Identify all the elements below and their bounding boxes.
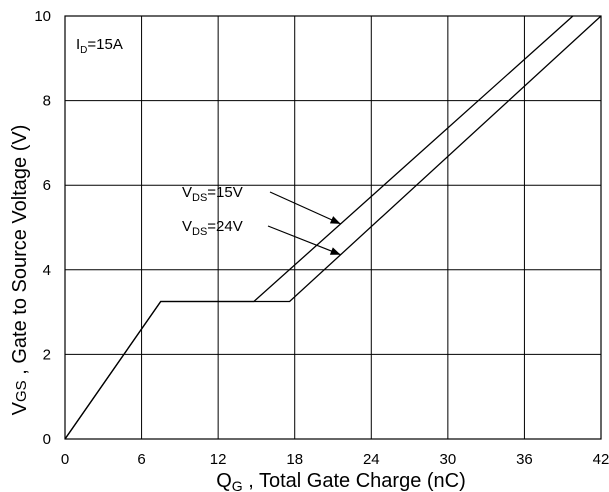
x-tick-labels: 0 6 12 18 24 30 36 42 — [61, 451, 609, 468]
y-tick-label: 0 — [43, 431, 51, 448]
series-lines — [64, 15, 602, 440]
grid-lines — [65, 16, 601, 439]
x-axis-title-rest: , Total Gate Charge (nC) — [243, 470, 466, 492]
x-axis-title-sub: G — [232, 478, 243, 492]
arrow-vds-24v-shaft — [267, 225, 341, 256]
x-axis-title: QG , Total Gate Charge (nC) — [216, 470, 466, 492]
series-line-1 — [64, 15, 602, 440]
arrow-vds-24v-head — [329, 247, 341, 255]
series-15v-main: V — [182, 184, 192, 201]
condition-sub: D — [80, 45, 87, 56]
series-24v-sub: DS — [192, 226, 207, 238]
series-24v-main: V — [182, 218, 192, 235]
plot-frame — [64, 15, 602, 440]
y-axis-title-rest: , Gate to Source Voltage (V) — [9, 125, 31, 381]
x-tick-label: 18 — [286, 451, 303, 468]
series-24v-rest: =24V — [207, 218, 242, 235]
y-axis-title-main: V — [9, 401, 31, 415]
y-tick-label: 8 — [43, 93, 51, 110]
y-axis-title-sub: GS — [13, 380, 30, 402]
x-tick-label: 0 — [61, 451, 69, 468]
y-tick-label: 10 — [34, 8, 51, 25]
series-label-vds-24v: VDS=24V — [182, 218, 243, 238]
y-axis-title: VGS , Gate to Source Voltage (V) — [9, 125, 31, 416]
x-tick-label: 24 — [363, 451, 380, 468]
x-tick-label: 12 — [210, 451, 227, 468]
y-tick-label: 4 — [43, 262, 51, 279]
series-15v-rest: =15V — [207, 184, 242, 201]
condition-main: I — [76, 36, 80, 53]
y-tick-label: 2 — [43, 346, 51, 363]
series-15v-sub: DS — [192, 192, 207, 204]
condition-label: ID=15A — [76, 36, 123, 56]
y-tick-labels: 0 2 4 6 8 10 — [34, 8, 51, 448]
x-tick-label: 36 — [516, 451, 533, 468]
arrow-vds-15v-shaft — [269, 191, 341, 225]
x-tick-label: 30 — [440, 451, 457, 468]
x-tick-label: 42 — [593, 451, 609, 468]
arrow-vds-15v-head — [329, 216, 341, 224]
annotation-arrows — [267, 191, 341, 256]
condition-rest: =15A — [87, 36, 122, 53]
y-tick-label: 6 — [43, 177, 51, 194]
x-axis-title-main: Q — [216, 470, 232, 492]
series-label-vds-15v: VDS=15V — [182, 184, 243, 204]
x-tick-label: 6 — [137, 451, 145, 468]
